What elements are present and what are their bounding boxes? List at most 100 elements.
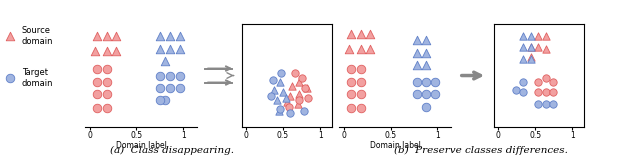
Point <box>175 35 186 38</box>
Point <box>518 91 529 93</box>
Point <box>165 47 175 50</box>
Point <box>266 95 276 97</box>
Point <box>90 49 100 52</box>
Point <box>344 47 355 50</box>
Point <box>276 72 287 75</box>
Point <box>540 76 550 79</box>
Point <box>92 35 102 38</box>
Point <box>540 47 550 50</box>
Point <box>284 105 294 108</box>
Point <box>518 58 529 60</box>
Point <box>272 99 282 102</box>
Point <box>175 47 186 50</box>
Point <box>511 89 521 91</box>
X-axis label: Domain label: Domain label <box>116 141 166 150</box>
Point <box>356 68 366 71</box>
Point <box>165 35 175 38</box>
Point <box>155 87 165 89</box>
Point <box>412 52 422 54</box>
Point <box>356 106 366 109</box>
Point <box>540 103 550 106</box>
Point <box>346 93 356 95</box>
Point <box>102 106 112 109</box>
Point <box>518 45 529 48</box>
Point <box>346 33 356 35</box>
Point <box>518 35 529 38</box>
Point <box>525 45 536 48</box>
Point <box>269 89 279 91</box>
Point <box>525 56 536 58</box>
Point <box>299 109 309 112</box>
Point <box>525 58 536 60</box>
Point <box>548 91 558 93</box>
Point <box>533 103 543 106</box>
Point <box>421 52 431 54</box>
Point <box>412 93 422 95</box>
Point <box>533 91 543 93</box>
Point <box>421 64 431 66</box>
Point <box>294 99 305 102</box>
Point <box>300 87 310 89</box>
Point <box>421 93 431 95</box>
Point <box>297 76 307 79</box>
Point <box>412 39 422 42</box>
Point <box>102 49 112 52</box>
Text: (b)  Preserve classes differences.: (b) Preserve classes differences. <box>394 145 568 155</box>
Point <box>102 35 112 38</box>
Point <box>102 80 112 83</box>
Point <box>294 80 305 83</box>
Point <box>92 80 102 83</box>
Point <box>155 99 165 102</box>
Point <box>165 87 175 89</box>
Point <box>92 68 102 71</box>
Point <box>421 105 431 108</box>
Point <box>285 95 296 97</box>
Point <box>525 35 536 38</box>
Point <box>533 45 543 48</box>
Point <box>5 76 15 79</box>
Point <box>356 93 366 95</box>
Point <box>430 80 440 83</box>
Point <box>102 68 112 71</box>
Point <box>356 47 366 50</box>
Point <box>5 35 15 38</box>
Point <box>155 74 165 77</box>
Point <box>268 78 278 81</box>
Point <box>303 97 314 100</box>
Point <box>292 103 303 106</box>
Point <box>275 107 285 110</box>
Point <box>533 80 543 83</box>
Text: Source
domain: Source domain <box>22 26 53 46</box>
Point <box>285 111 296 114</box>
Point <box>302 87 312 89</box>
Point <box>365 33 375 35</box>
Point <box>160 60 170 62</box>
Point <box>540 35 550 38</box>
Point <box>518 80 529 83</box>
Point <box>175 74 186 77</box>
Point <box>278 91 288 93</box>
Point <box>365 47 375 50</box>
Point <box>155 35 165 38</box>
Point <box>540 91 550 93</box>
Point <box>165 74 175 77</box>
Point <box>294 93 305 95</box>
Text: (a)  Class disappearing.: (a) Class disappearing. <box>109 145 234 155</box>
Point <box>160 99 170 102</box>
Point <box>346 68 356 71</box>
Point <box>102 93 112 95</box>
Text: Target
domain: Target domain <box>22 68 53 88</box>
Point <box>356 80 366 83</box>
Point <box>281 97 291 100</box>
Point <box>155 47 165 50</box>
Point <box>421 39 431 42</box>
Point <box>421 80 431 83</box>
Point <box>525 45 536 48</box>
Point <box>412 80 422 83</box>
Point <box>430 93 440 95</box>
Point <box>548 103 558 106</box>
Point <box>346 106 356 109</box>
Point <box>346 80 356 83</box>
Point <box>92 106 102 109</box>
Point <box>111 35 121 38</box>
